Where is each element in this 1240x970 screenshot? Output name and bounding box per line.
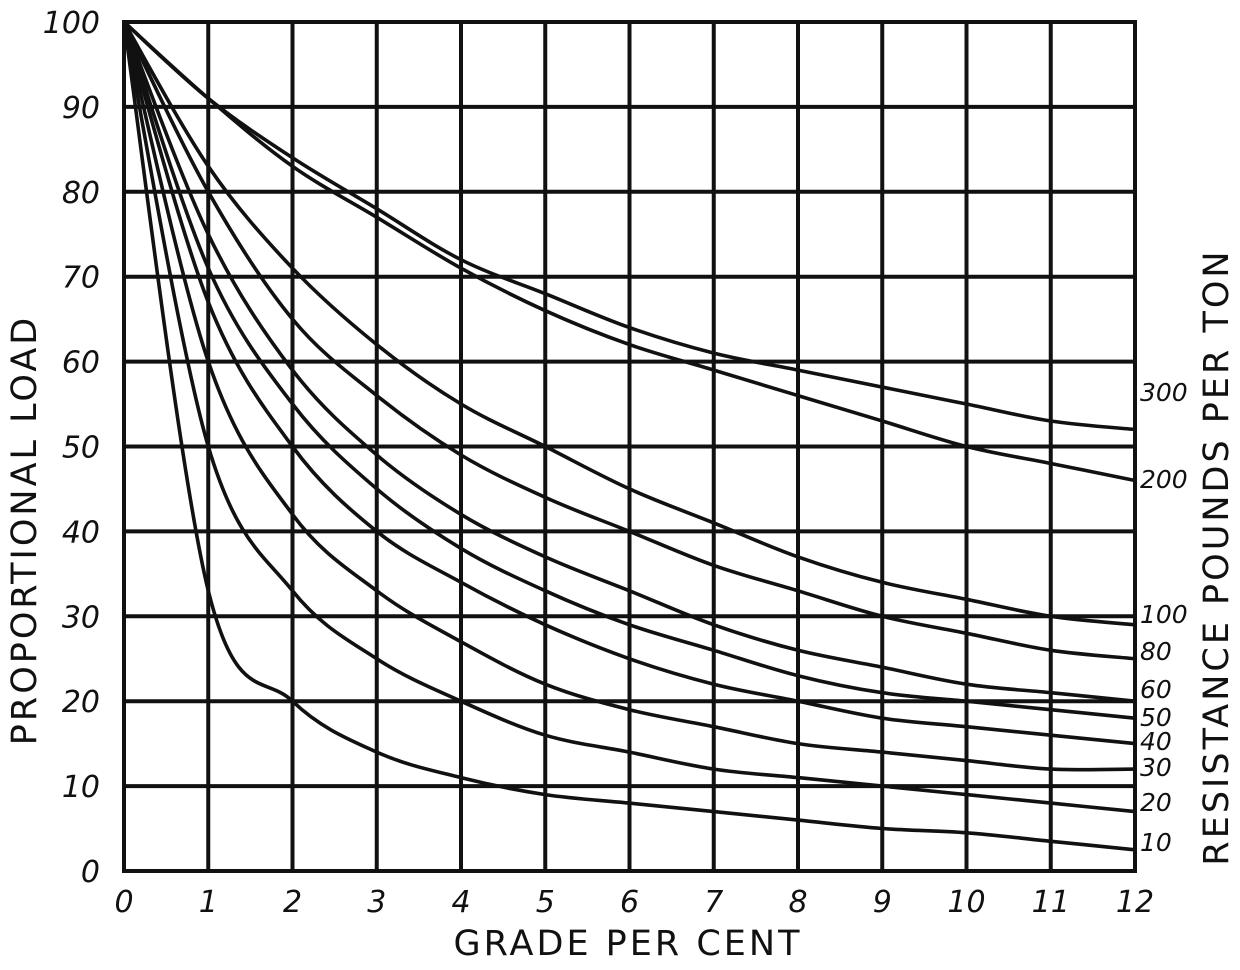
series-label-40: 40 xyxy=(1140,727,1172,756)
series-line-100 xyxy=(122,20,1137,627)
series-line-10 xyxy=(122,20,1137,852)
series-label-10: 10 xyxy=(1140,828,1172,857)
x-tick-label: 0 xyxy=(114,885,133,920)
y-tick-label: 30 xyxy=(62,600,100,635)
y-tick-label: 70 xyxy=(62,261,100,296)
right-axis-title: RESISTANCE POUNDS PER TON xyxy=(1197,248,1237,865)
y-tick-label: 100 xyxy=(43,6,100,41)
y-tick-label: 50 xyxy=(62,431,100,466)
y-tick-label: 10 xyxy=(62,770,100,805)
y-tick-label: 60 xyxy=(62,346,100,381)
series-label-80: 80 xyxy=(1140,637,1172,666)
x-tick-label: 1 xyxy=(199,885,218,920)
chart-grid xyxy=(122,20,1137,873)
series-label-100: 100 xyxy=(1140,600,1188,629)
x-tick-label: 6 xyxy=(620,885,639,920)
series-line-60 xyxy=(122,20,1137,703)
x-tick-labels: 0 1 2 3 4 5 6 7 8 9 10 11 12 xyxy=(114,885,1154,920)
series-label-50: 50 xyxy=(1140,703,1172,732)
x-tick-label: 11 xyxy=(1032,885,1070,920)
series-label-20: 20 xyxy=(1140,788,1172,817)
x-tick-label: 10 xyxy=(947,885,985,920)
x-tick-label: 12 xyxy=(1116,885,1154,920)
series-line-20 xyxy=(122,20,1137,814)
y-tick-label: 20 xyxy=(62,685,100,720)
x-axis-title: GRADE PER CENT xyxy=(454,924,803,964)
chart-curves xyxy=(122,20,1137,852)
x-tick-label: 2 xyxy=(283,885,302,920)
y-tick-label: 40 xyxy=(62,515,100,550)
x-tick-label: 7 xyxy=(704,885,723,920)
series-line-200 xyxy=(122,20,1137,483)
series-line-40 xyxy=(122,20,1137,746)
series-line-80 xyxy=(122,20,1137,661)
series-line-300 xyxy=(122,20,1137,432)
y-tick-labels: 0 10 20 30 40 50 60 70 80 90 100 xyxy=(43,6,100,890)
series-label-300: 300 xyxy=(1140,378,1188,407)
y-tick-label: 0 xyxy=(81,855,100,890)
plot-frame xyxy=(122,20,1137,873)
series-line-50 xyxy=(122,20,1137,720)
series-line-30 xyxy=(122,20,1137,772)
x-tick-label: 5 xyxy=(536,885,555,920)
series-label-200: 200 xyxy=(1140,465,1188,494)
y-axis-title: PROPORTIONAL LOAD xyxy=(5,315,45,745)
series-label-60: 60 xyxy=(1140,675,1172,704)
y-tick-label: 80 xyxy=(62,176,100,211)
series-label-30: 30 xyxy=(1140,753,1172,782)
x-tick-label: 8 xyxy=(788,885,807,920)
x-tick-label: 4 xyxy=(451,885,470,920)
y-tick-label: 90 xyxy=(62,91,100,126)
x-tick-label: 9 xyxy=(873,885,892,920)
x-tick-label: 3 xyxy=(367,885,386,920)
